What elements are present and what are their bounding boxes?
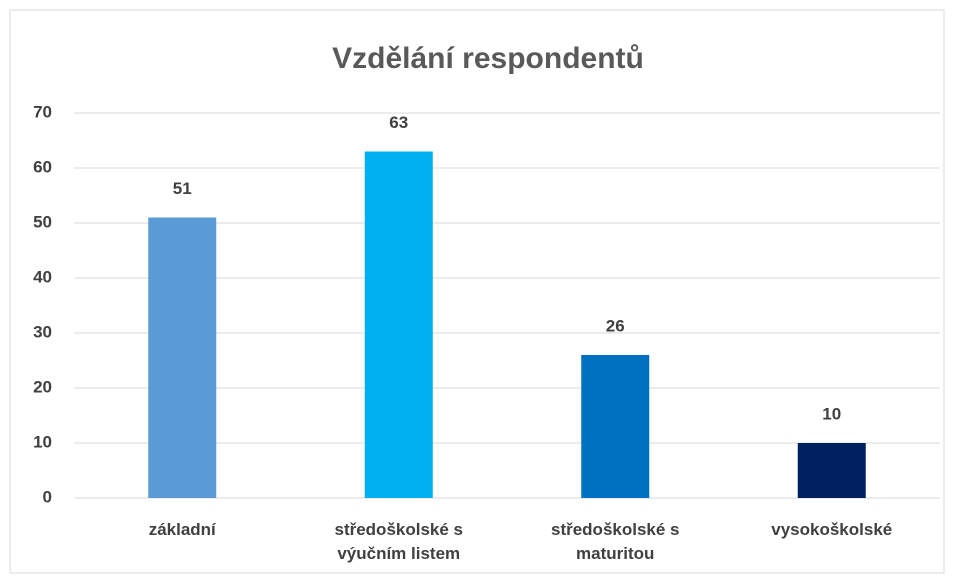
y-tick-label: 20: [33, 377, 52, 396]
bar: [797, 443, 866, 498]
data-label: 26: [606, 316, 625, 335]
y-tick-label: 70: [33, 102, 52, 121]
bar: [148, 217, 217, 498]
y-tick-label: 10: [33, 432, 52, 451]
chart-border: [9, 9, 945, 574]
x-tick-label: středoškolské s výučním listem: [334, 520, 463, 563]
x-tick-label: středoškolské s maturitou: [550, 520, 680, 563]
x-tick-label: základní: [148, 520, 216, 539]
y-tick-label: 0: [43, 487, 52, 506]
y-tick-label: 30: [33, 322, 52, 341]
y-tick-label: 60: [33, 157, 52, 176]
y-tick-label: 50: [33, 212, 52, 231]
bar: [581, 355, 650, 498]
data-label: 63: [389, 113, 408, 132]
x-tick-label: vysokoškolské: [771, 520, 893, 539]
y-tick-label: 40: [33, 267, 52, 286]
data-label: 51: [173, 179, 192, 198]
bar: [364, 151, 433, 498]
data-label: 10: [822, 404, 841, 423]
chart-title: Vzdělání respondentů: [332, 42, 644, 75]
